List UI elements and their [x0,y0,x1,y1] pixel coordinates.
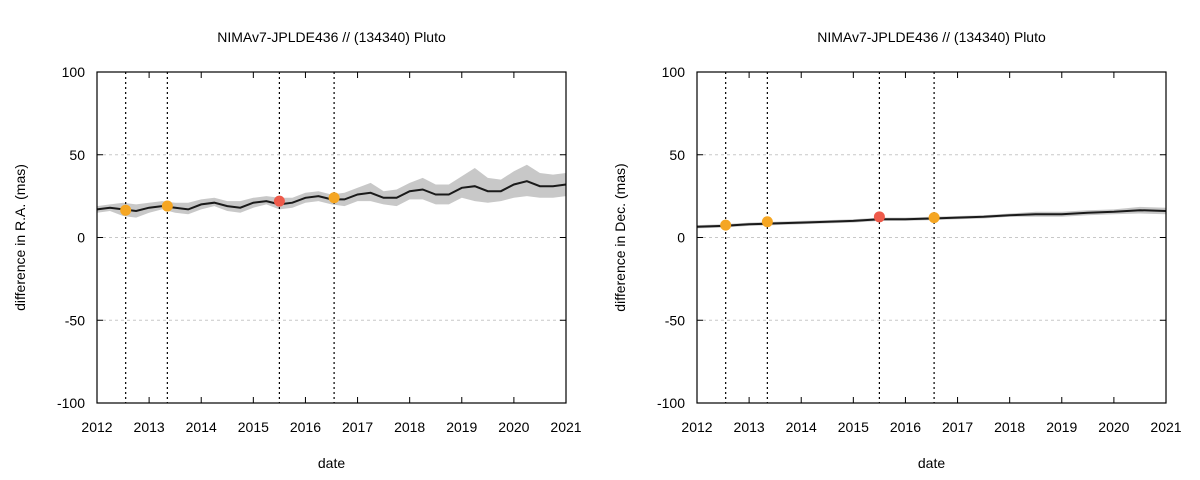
ra-x-tick-label: 2016 [290,419,321,435]
dec-x-tick-label: 2016 [890,419,921,435]
ra-uncertainty-band [97,164,566,218]
ra-marker-3 [328,192,340,204]
dec-x-tick-label: 2015 [838,419,869,435]
ra-y-tick-label: -50 [65,312,85,328]
dec-marker-2 [873,211,885,223]
ra-x-axis-title: date [318,455,345,471]
dec-marker-1 [761,216,773,228]
dec-marker-3 [928,212,940,224]
dec-x-tick-label: 2012 [681,419,712,435]
dec-y-axis-title: difference in Dec. (mas) [612,163,628,311]
dec-y-tick-label: -50 [665,312,685,328]
ra-x-tick-label: 2021 [550,419,581,435]
ra-x-tick-label: 2015 [238,419,269,435]
dec-marker-0 [720,219,732,231]
dec-difference-chart: -100 -50 0 50 100 2012 2013 2014 2015 2016 2017 201… [612,29,1182,471]
dec-x-tick-label: 2021 [1150,419,1181,435]
ra-x-tick-label: 2019 [446,419,477,435]
dec-x-axis-title: date [918,455,945,471]
ra-marker-1 [161,200,173,212]
ra-x-tick-label: 2013 [134,419,165,435]
dec-x-tick-label: 2013 [734,419,765,435]
ra-y-axis-title: difference in R.A. (mas) [12,164,28,311]
ra-y-tick-label: 0 [77,230,85,246]
ra-x-tick-label: 2014 [186,419,217,435]
dec-x-tick-label: 2020 [1098,419,1129,435]
dec-y-tick-label: 50 [669,147,685,163]
ra-chart-title: NIMAv7-JPLDE436 // (134340) Pluto [217,29,446,45]
dec-x-tick-label: 2018 [994,419,1025,435]
dec-chart-title: NIMAv7-JPLDE436 // (134340) Pluto [817,29,1046,45]
ra-marker-0 [120,204,132,216]
ra-x-tick-label: 2012 [81,419,112,435]
ra-y-tick-label: -100 [57,395,85,411]
dec-x-tick-label: 2019 [1046,419,1077,435]
dec-x-tick-label: 2017 [942,419,973,435]
dec-y-tick-label: 0 [677,230,685,246]
ra-x-tick-label: 2020 [498,419,529,435]
ra-y-tick-label: 100 [62,64,86,80]
ra-x-tick-label: 2017 [342,419,373,435]
ra-difference-chart: -100 -50 0 50 100 2012 2013 2014 2015 2016 2017 201… [12,29,582,471]
ra-x-tick-label: 2018 [394,419,425,435]
dec-y-tick-label: -100 [657,395,685,411]
dec-y-tick-label: 100 [662,64,686,80]
dec-x-tick-label: 2014 [786,419,817,435]
ra-y-tick-label: 50 [69,147,85,163]
ra-marker-2 [273,195,285,207]
